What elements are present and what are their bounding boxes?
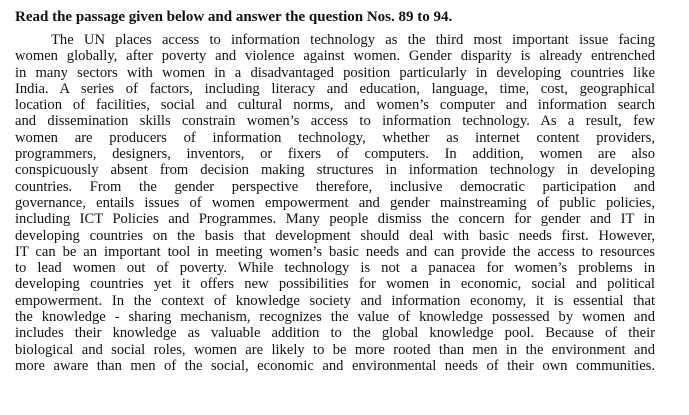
passage-line: programmers, designers, inventors, or fi…	[15, 146, 655, 163]
passage-line: to lead women out of poverty. While tech…	[15, 260, 655, 277]
passage-line: developing countries on the basis that d…	[15, 227, 655, 244]
passage-line: including ICT Policies and Programmes. M…	[15, 211, 655, 228]
passage-line: includes their knowledge as valuable add…	[15, 325, 655, 342]
passage-line: IT can be an important tool in meeting w…	[15, 243, 655, 260]
passage-line: conspicuously absent from decision makin…	[15, 162, 655, 179]
passage-instruction-heading: Read the passage given below and answer …	[15, 9, 453, 25]
passage-line: in many sectors with women in a disadvan…	[15, 64, 655, 81]
passage-line: location of facilities, social and cultu…	[15, 97, 655, 114]
passage-line: countries. From the gender perspective t…	[15, 178, 655, 195]
passage-line: women are producers of information techn…	[15, 129, 655, 146]
passage-line: India. A series of factors, including li…	[15, 80, 655, 97]
passage-line: and dissemination skills constrain women…	[15, 113, 655, 130]
passage-line: empowerment. In the context of knowledge…	[15, 292, 655, 309]
passage-line: developing countries yet it offers new p…	[15, 276, 655, 293]
passage-line: women globally, after poverty and violen…	[15, 48, 655, 65]
passage-line: biological and social roles, women are l…	[15, 341, 655, 358]
passage-line: The UN places access to information tech…	[51, 32, 655, 48]
passage-body: The UN places access to information tech…	[15, 32, 685, 374]
document-page: Read the passage given below and answer …	[15, 8, 685, 374]
passage-line: governance, entails issues of women empo…	[15, 194, 655, 211]
passage-line: the knowledge - sharing mechanism, recog…	[15, 309, 655, 326]
passage-line: more aware than men of the social, econo…	[15, 357, 655, 374]
